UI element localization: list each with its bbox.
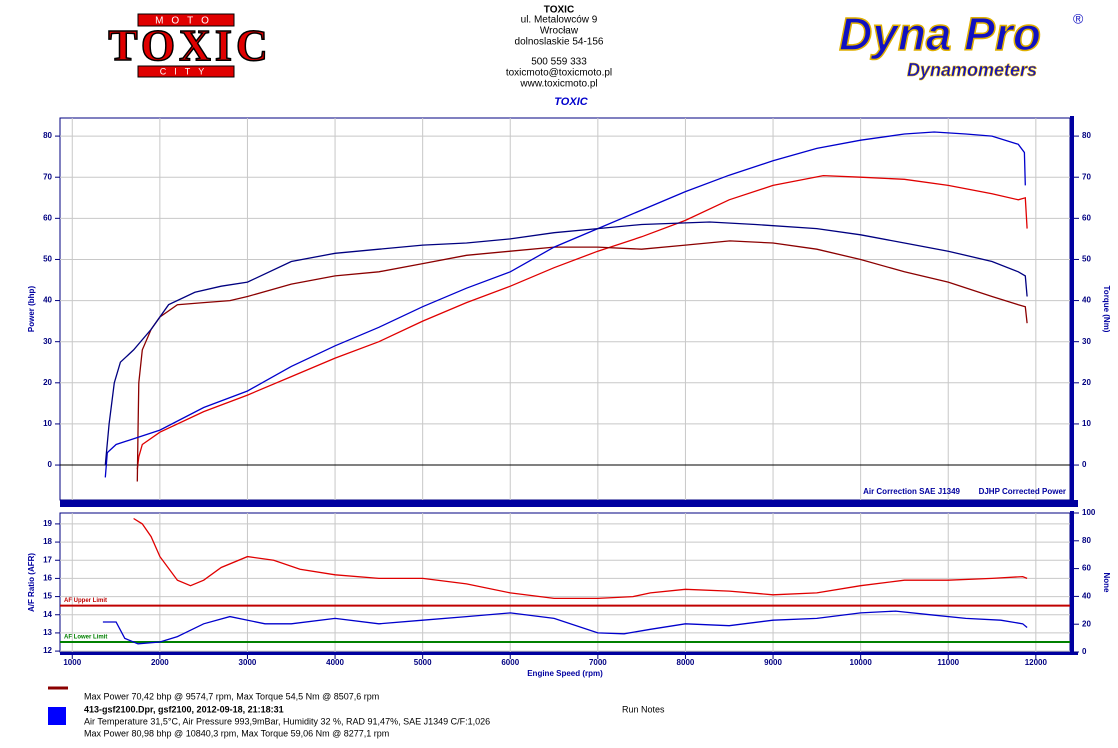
series-line <box>102 610 1028 645</box>
limit-label: AF Lower Limit <box>64 635 107 641</box>
y2-tick-label: 30 <box>1082 337 1091 346</box>
annotation: DJHP Corrected Power <box>979 487 1066 496</box>
brand-name: Dyna Pro <box>839 8 1041 60</box>
y-tick-label: 14 <box>43 610 52 619</box>
brand: Dyna Pro ® Dynamometers <box>838 7 1084 80</box>
x-axis-label: Engine Speed (rpm) <box>527 669 603 678</box>
frame-band <box>1070 511 1074 652</box>
company-name: TOXIC <box>544 5 574 16</box>
company-line: ul. Metalowców 9 <box>521 15 598 26</box>
x-tick-label: 4000 <box>326 658 344 667</box>
y-tick-label: 40 <box>43 296 52 305</box>
y2-tick-label: 0 <box>1082 460 1087 469</box>
y2-axis-label: None <box>1102 573 1111 594</box>
series-line <box>136 174 1028 470</box>
company-line: Wrocław <box>540 26 579 37</box>
y2-axis-label: Torque (Nm) <box>1102 286 1111 333</box>
y-tick-label: 18 <box>43 537 52 546</box>
y2-tick-label: 80 <box>1082 536 1091 545</box>
annotation: Air Correction SAE J1349 <box>863 487 960 496</box>
limit-label: AF Upper Limit <box>64 598 107 604</box>
y2-tick-label: 40 <box>1082 592 1091 601</box>
y2-tick-label: 40 <box>1082 296 1091 305</box>
logo-band <box>137 65 235 78</box>
y-tick-label: 50 <box>43 255 52 264</box>
company-line: 500 559 333 <box>531 57 587 68</box>
y-tick-label: 17 <box>43 555 52 564</box>
y2-tick-label: 10 <box>1082 419 1091 428</box>
x-tick-label: 12000 <box>1025 658 1048 667</box>
y2-tick-label: 20 <box>1082 619 1091 628</box>
y-tick-label: 10 <box>43 419 52 428</box>
run-max: Max Power 80,98 bhp @ 10840,3 rpm, Max T… <box>84 728 389 738</box>
y-tick-label: 13 <box>43 628 52 637</box>
series-line <box>104 221 1028 466</box>
company-info: TOXIC ul. Metalowców 9 Wrocław dolnoslas… <box>506 5 612 108</box>
y2-tick-label: 60 <box>1082 213 1091 222</box>
brand-sub: Dynamometers <box>907 60 1037 80</box>
footer: Max Power 70,42 bhp @ 9574,7 rpm, Max To… <box>48 686 665 738</box>
x-tick-label: 5000 <box>414 658 432 667</box>
y-tick-label: 80 <box>43 131 52 140</box>
y-tick-label: 30 <box>43 337 52 346</box>
x-tick-label: 10000 <box>850 658 873 667</box>
logo-band <box>137 13 235 27</box>
frame-band <box>60 500 1078 507</box>
company-line: www.toxicmoto.pl <box>519 79 597 90</box>
run-file: 413-gsf2100.Dpr, gsf2100, 2012-09-18, 21… <box>84 704 284 714</box>
frame-band <box>60 652 1078 655</box>
y-tick-label: 16 <box>43 574 52 583</box>
y2-tick-label: 0 <box>1082 647 1087 656</box>
y2-tick-label: 60 <box>1082 564 1091 573</box>
run-swatch <box>48 707 66 725</box>
chart-title: TOXIC <box>554 96 588 108</box>
run-max: Max Power 70,42 bhp @ 9574,7 rpm, Max To… <box>84 691 379 701</box>
charts: 0 10 20 30 40 50 60 70 80 0 10 20 30 40 50 60 70 80 Power … <box>27 116 1111 678</box>
y2-tick-label: 50 <box>1082 255 1091 264</box>
logo-main: TOXIC <box>108 21 271 70</box>
company-line: dolnoslaskie 54-156 <box>515 37 604 48</box>
logo-top: MOTO <box>155 16 217 27</box>
plot-area <box>59 512 1071 653</box>
y-tick-label: 15 <box>43 592 52 601</box>
run-conditions: Air Temperature 31,5°C, Air Pressure 993… <box>84 716 490 726</box>
x-tick-label: 1000 <box>63 658 81 667</box>
y-tick-label: 20 <box>43 378 52 387</box>
logo-bottom: CITY <box>160 66 213 76</box>
y-tick-label: 19 <box>43 519 52 528</box>
brand-mark: ® <box>1073 11 1084 27</box>
y-tick-label: 60 <box>43 213 52 222</box>
x-tick-label: 2000 <box>151 658 169 667</box>
x-tick-label: 11000 <box>937 658 959 667</box>
company-line: toxicmoto@toxicmoto.pl <box>506 68 612 79</box>
x-tick-label: 6000 <box>501 658 519 667</box>
y-tick-label: 12 <box>43 646 52 655</box>
y-axis-label: Power (bhp) <box>27 286 36 333</box>
y2-tick-label: 80 <box>1082 131 1091 140</box>
y2-tick-label: 100 <box>1082 508 1096 517</box>
y2-tick-label: 70 <box>1082 172 1091 181</box>
frame-band <box>1070 116 1074 500</box>
y-tick-label: 70 <box>43 172 52 181</box>
x-tick-label: 3000 <box>239 658 257 667</box>
y-tick-label: 0 <box>48 460 53 469</box>
y2-tick-label: 20 <box>1082 378 1091 387</box>
x-tick-label: 8000 <box>677 658 695 667</box>
series-line <box>133 517 1028 600</box>
y-axis-label: A/F Ratio (AFR) <box>27 553 36 612</box>
logo: MOTO TOXIC CITY <box>108 13 271 78</box>
run-notes: Run Notes <box>622 704 665 714</box>
x-tick-label: 9000 <box>764 658 782 667</box>
x-tick-label: 7000 <box>589 658 607 667</box>
plot-area <box>59 117 1071 501</box>
